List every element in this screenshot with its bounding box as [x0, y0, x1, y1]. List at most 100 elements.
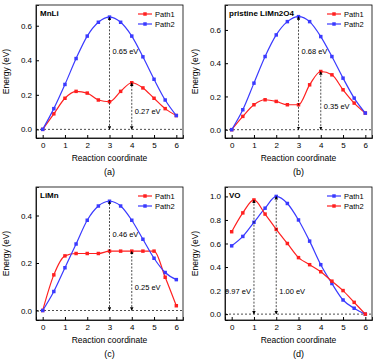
legend-item: Path1	[138, 192, 175, 201]
x-tick-label: 3	[108, 141, 113, 150]
y-tick-mark	[225, 30, 228, 31]
point	[41, 309, 44, 312]
x-tick: 2	[275, 135, 280, 150]
x-tick-label: 4	[130, 141, 135, 150]
x-tick-label: 6	[175, 323, 180, 332]
annotation-text: 0.46 eV	[113, 230, 139, 239]
y-axis: 0.00.20.40.6	[210, 6, 228, 139]
x-axis-line	[37, 317, 184, 321]
plot-area	[230, 195, 367, 316]
series-markers	[230, 15, 367, 132]
y-tick: 0.8	[210, 216, 228, 225]
point	[85, 252, 88, 255]
point	[286, 202, 289, 205]
y-tick-mark	[36, 216, 39, 217]
point	[63, 266, 66, 269]
point	[85, 91, 88, 94]
panel-label: (c)	[104, 349, 115, 359]
y-tick: 0.0	[210, 126, 228, 135]
chart-root: 01234560.00.20.40.6Reaction coordinateEn…	[0, 0, 378, 364]
point	[152, 78, 155, 81]
point	[74, 252, 77, 255]
panel-title: pristine LiMn2O4	[229, 9, 294, 18]
y-axis: 0.00.20.40.6	[21, 6, 39, 139]
point	[85, 219, 88, 222]
point	[263, 206, 266, 209]
point	[152, 257, 155, 260]
y-axis-line	[37, 6, 40, 139]
x-tick: 6	[364, 317, 369, 332]
point	[330, 279, 333, 282]
point	[274, 33, 277, 36]
x-tick-label: 0	[41, 141, 46, 150]
x-tick-label: 4	[130, 323, 135, 332]
x-tick: 1	[252, 317, 257, 332]
legend-item: Path2	[138, 20, 175, 29]
baseline	[225, 314, 372, 315]
point	[319, 263, 322, 266]
x-tick: 2	[86, 135, 91, 150]
legend-marker	[143, 12, 146, 15]
legend-label: Path1	[155, 192, 175, 201]
point	[330, 73, 333, 76]
plot-area	[230, 15, 367, 132]
x-tick-label: 4	[319, 323, 324, 332]
x-tick-mark	[154, 317, 155, 320]
point	[52, 290, 55, 293]
y-axis-title: Energy (eV)	[190, 231, 200, 277]
point	[230, 128, 233, 131]
x-tick: 5	[152, 135, 157, 150]
series-markers	[230, 198, 367, 316]
x-tick-mark	[176, 317, 177, 320]
series-markers	[41, 200, 178, 313]
point	[97, 204, 100, 207]
annotation-text: 0.27 eV	[135, 107, 161, 116]
point	[263, 98, 266, 101]
x-tick: 1	[63, 135, 68, 150]
x-tick-label: 1	[63, 141, 68, 150]
point	[74, 90, 77, 93]
annotation-arrow	[298, 17, 299, 130]
x-tick-mark	[276, 317, 277, 320]
y-axis: 0.00.20.40.60.81.0	[210, 188, 228, 321]
annotation-text: 1.00 eV	[279, 287, 305, 296]
legend-item: Path2	[327, 202, 364, 211]
y-tick-label: 0.4	[21, 56, 33, 65]
y-tick-label: 0.6	[210, 240, 222, 249]
point	[97, 98, 100, 101]
series-line	[232, 196, 366, 314]
x-axis-line	[37, 135, 184, 139]
x-tick-label: 1	[63, 323, 68, 332]
legend: Path1Path2	[138, 192, 175, 211]
series-line	[232, 17, 366, 130]
point	[297, 218, 300, 221]
y-axis-line	[226, 188, 229, 321]
panel: 01234560.00.20.4Reaction coordinateEnerg…	[1, 187, 184, 359]
x-tick: 1	[63, 317, 68, 332]
series-markers	[41, 15, 178, 131]
legend: Path1Path2	[327, 192, 364, 211]
x-tick: 0	[230, 317, 235, 332]
point	[241, 115, 244, 118]
y-tick-mark	[225, 96, 228, 97]
y-tick-mark	[36, 60, 39, 61]
x-tick-mark	[43, 135, 44, 138]
x-tick: 5	[341, 317, 346, 332]
x-tick-mark	[132, 135, 133, 138]
point	[364, 312, 367, 315]
x-tick-mark	[87, 317, 88, 320]
y-tick: 0.2	[210, 92, 228, 101]
legend-marker	[332, 22, 335, 25]
x-axis-line	[226, 135, 373, 139]
point	[230, 244, 233, 247]
panel-label: (d)	[293, 349, 304, 359]
y-tick-label: 0.0	[210, 126, 222, 135]
y-tick-mark	[36, 263, 39, 264]
plot-frame	[36, 187, 183, 320]
legend-marker	[143, 22, 146, 25]
series-line	[43, 201, 177, 310]
x-tick: 5	[152, 317, 157, 332]
annotation-text: 0.97 eV	[225, 287, 251, 296]
point	[352, 96, 355, 99]
x-tick: 2	[275, 317, 280, 332]
